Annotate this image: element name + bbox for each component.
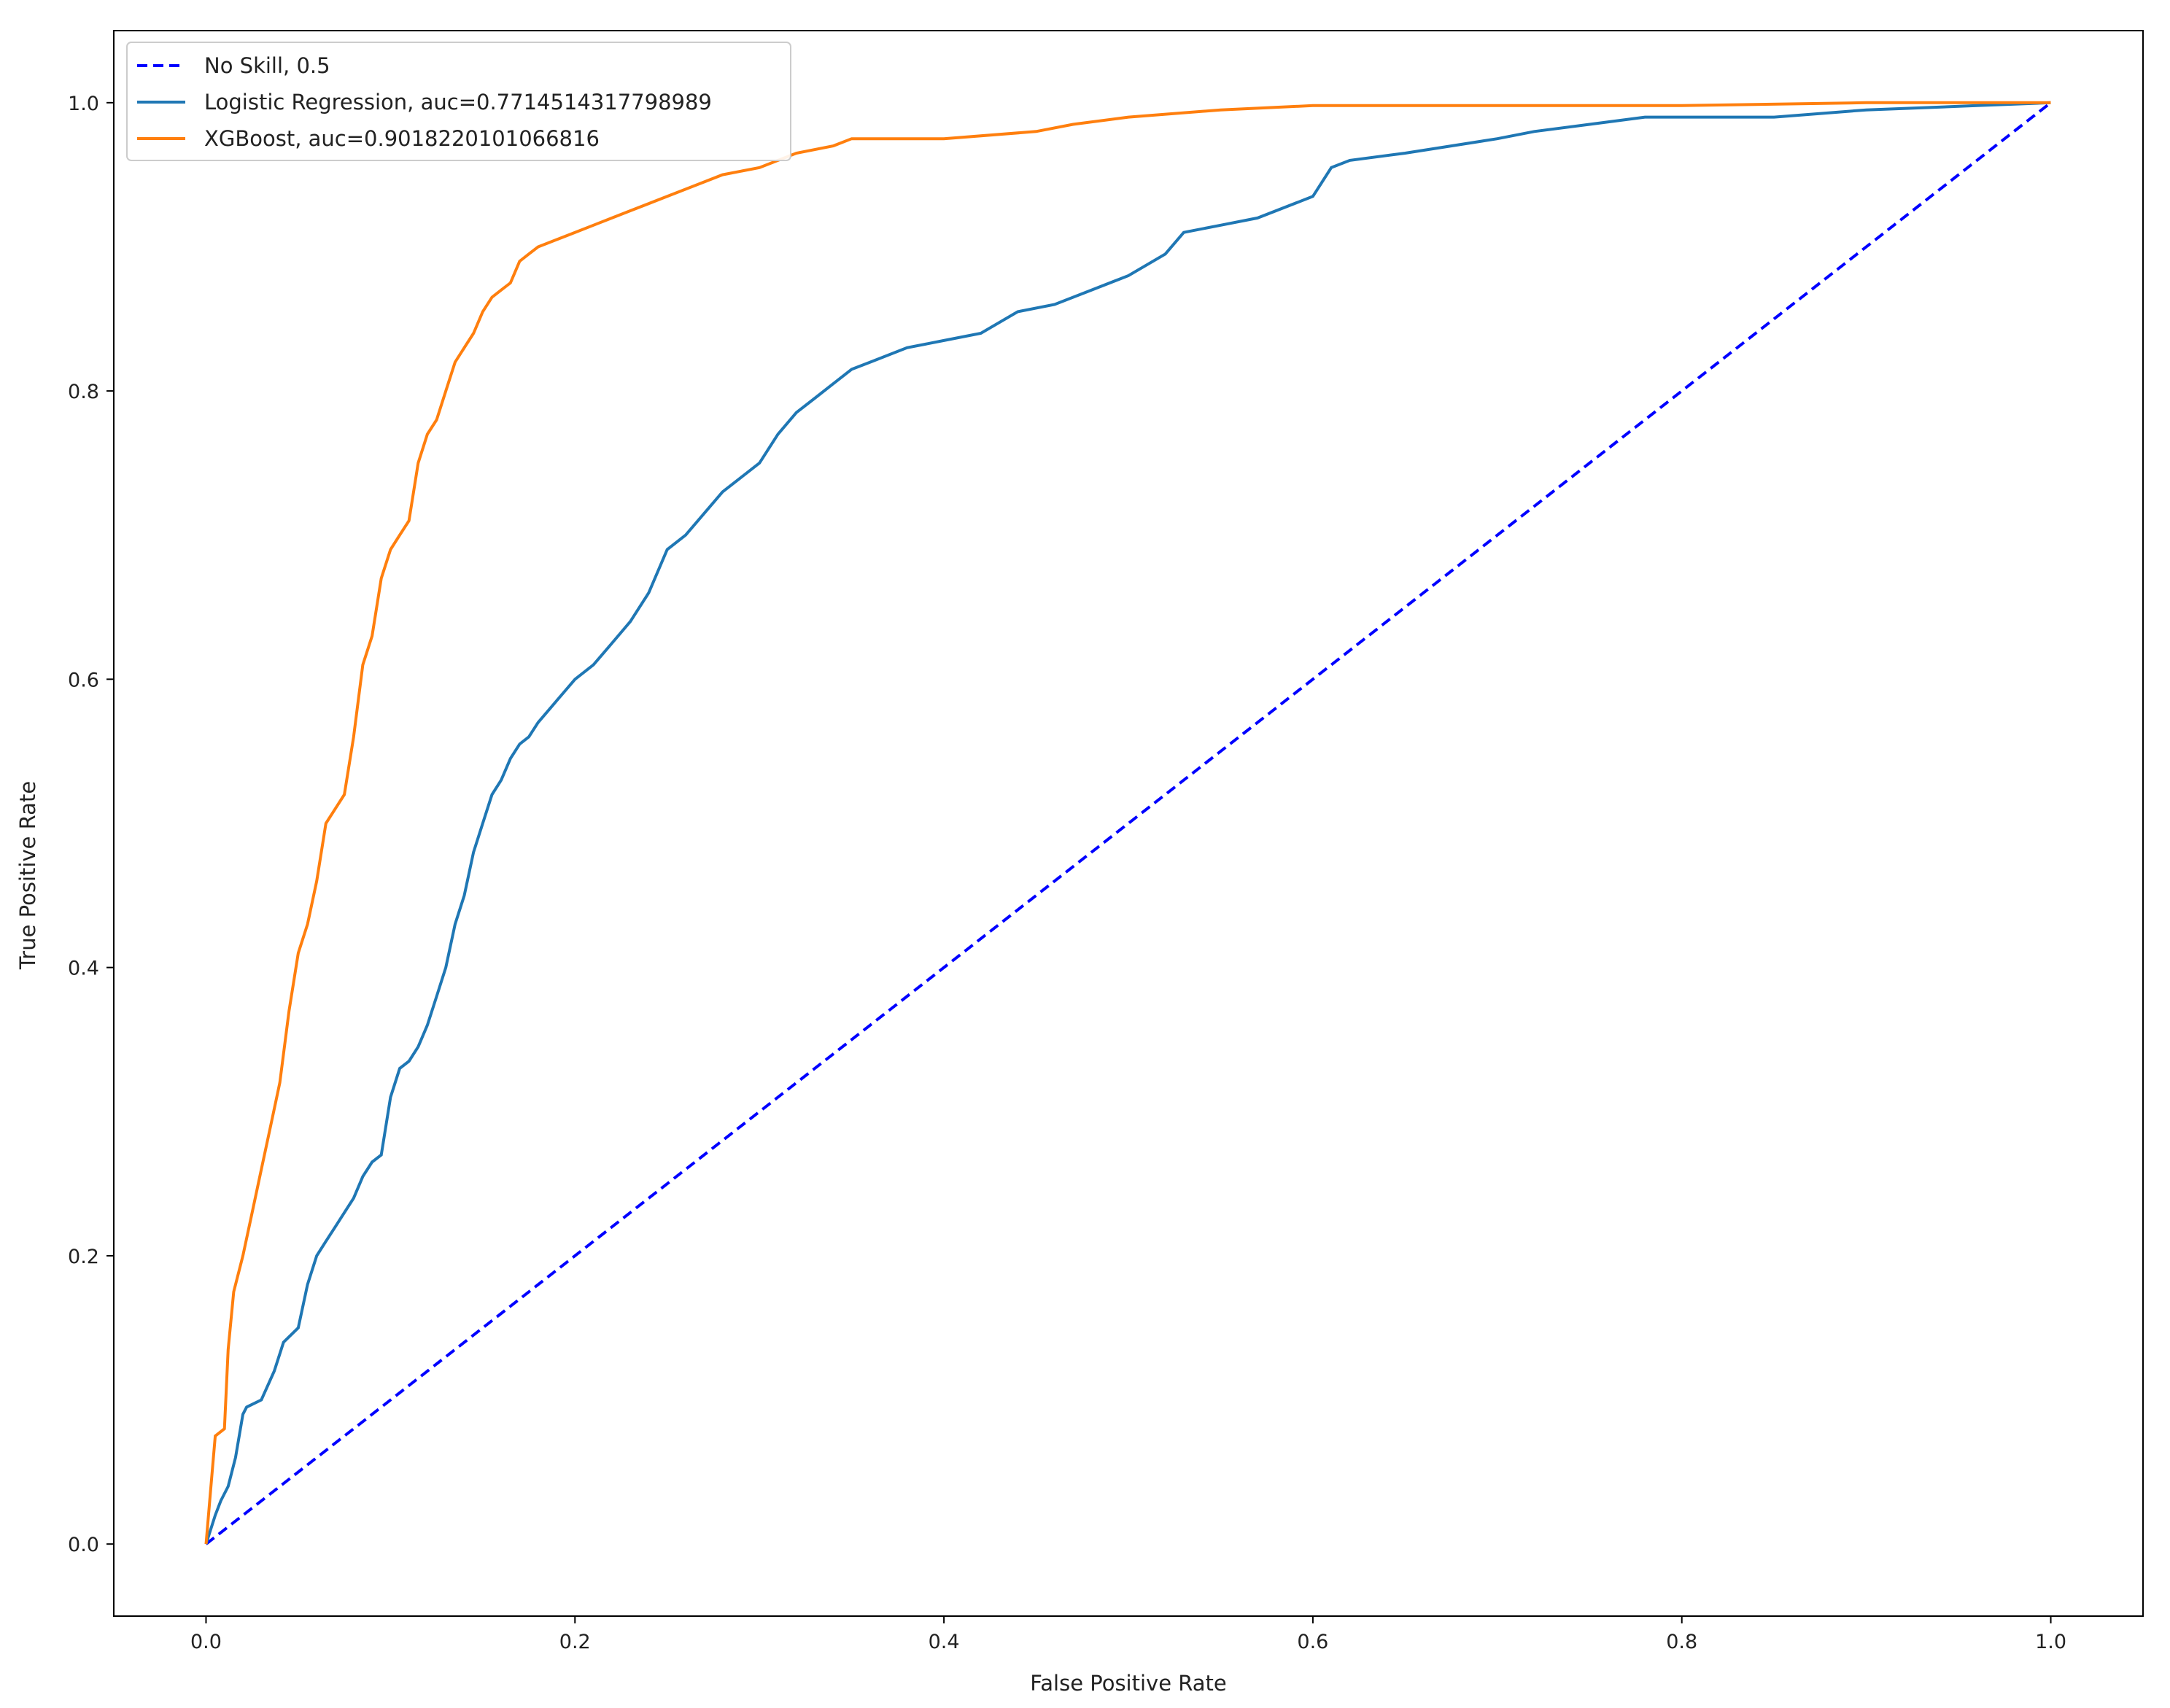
- legend-box: [126, 42, 791, 161]
- series-layer: [204, 101, 2052, 1545]
- legend-label-no-skill: No Skill, 0.5: [204, 53, 330, 78]
- x-tick-label: 1.0: [2035, 1631, 2066, 1653]
- x-tick-label: 0.0: [190, 1631, 222, 1653]
- y-tick-label: 0.6: [68, 669, 99, 691]
- y-tick-label: 0.0: [68, 1534, 99, 1556]
- x-axis-label: False Positive Rate: [1030, 1671, 1227, 1696]
- x-tick-label: 0.6: [1297, 1631, 1328, 1653]
- series-line-logistic-regression: [204, 101, 2051, 1545]
- y-tick-label: 0.4: [68, 958, 99, 980]
- y-tick-label: 0.8: [68, 381, 99, 403]
- y-tick-label: 0.2: [68, 1246, 99, 1268]
- x-tick-label: 0.8: [1666, 1631, 1697, 1653]
- legend: No Skill, 0.5 Logistic Regression, auc=0…: [126, 42, 791, 161]
- series-line-no-skill: [205, 101, 2052, 1545]
- x-axis-ticks: 0.0 0.2 0.4 0.6 0.8 1.0: [190, 1616, 2066, 1653]
- x-tick-label: 0.2: [559, 1631, 591, 1653]
- y-tick-label: 1.0: [68, 93, 99, 115]
- legend-label-xgboost: XGBoost, auc=0.9018220101066816: [204, 126, 600, 151]
- x-tick-label: 0.4: [929, 1631, 960, 1653]
- plot-frame: [113, 30, 2144, 1617]
- series-line-xgboost: [204, 101, 2051, 1545]
- y-axis-label: True Positive Rate: [15, 781, 40, 970]
- y-axis-ticks: 0.0 0.2 0.4 0.6 0.8 1.0: [68, 93, 114, 1556]
- legend-label-logistic-regression: Logistic Regression, auc=0.7714514317798…: [204, 90, 712, 114]
